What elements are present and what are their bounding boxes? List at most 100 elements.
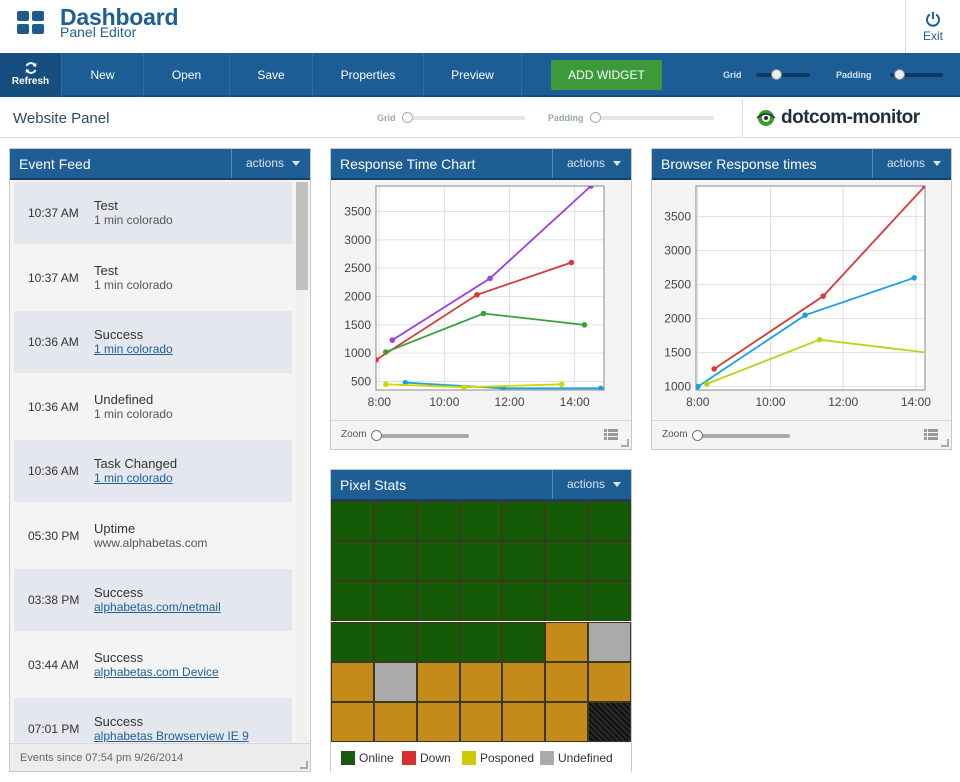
event-row[interactable]: 10:36 AM Success 1 min colorado bbox=[14, 311, 292, 373]
pixel-cell-online[interactable] bbox=[502, 541, 546, 582]
pixel-cell-online[interactable] bbox=[331, 581, 374, 622]
event-detail[interactable]: 1 min colorado bbox=[94, 342, 173, 356]
pixel-cell-amber[interactable] bbox=[331, 701, 374, 742]
pixel-cell-amber[interactable] bbox=[459, 661, 503, 702]
pixel-cell-amber[interactable] bbox=[459, 701, 503, 742]
properties-button[interactable]: Properties bbox=[312, 53, 423, 97]
toolbar-grid-slider[interactable] bbox=[756, 69, 810, 80]
resize-handle-icon[interactable] bbox=[621, 439, 629, 447]
event-feed-footer-text: Events since 07:54 pm 9/26/2014 bbox=[20, 752, 184, 764]
zoom-slider[interactable] bbox=[692, 430, 790, 441]
table-list-icon[interactable] bbox=[604, 429, 618, 440]
toolbar-padding-slider-knob[interactable] bbox=[894, 69, 905, 80]
table-list-icon[interactable] bbox=[924, 429, 938, 440]
event-row[interactable]: 05:30 PM Uptime www.alphabetas.com bbox=[14, 505, 292, 567]
panel-grid-slider-knob[interactable] bbox=[402, 112, 413, 123]
pixel-cell-online[interactable] bbox=[373, 621, 417, 662]
zoom-slider-knob[interactable] bbox=[692, 430, 703, 441]
pixel-cell-online[interactable] bbox=[502, 581, 546, 622]
pixel-cell-dark[interactable] bbox=[588, 701, 631, 742]
pixel-cell-online[interactable] bbox=[502, 621, 546, 662]
pixel-cell-amber[interactable] bbox=[545, 661, 589, 702]
actions-label: actions bbox=[566, 477, 605, 491]
event-detail[interactable]: alphabetas.com Device bbox=[94, 664, 219, 679]
resize-handle-icon[interactable] bbox=[941, 439, 949, 447]
resize-handle-icon[interactable] bbox=[300, 761, 308, 769]
pixel-cell-online[interactable] bbox=[545, 581, 589, 622]
pixel-cell-online[interactable] bbox=[545, 541, 589, 582]
pixel-cell-online[interactable] bbox=[459, 501, 503, 542]
pixel-cell-online[interactable] bbox=[416, 621, 460, 662]
event-row[interactable]: 10:36 AM Task Changed 1 min colorado bbox=[14, 440, 292, 502]
event-row[interactable]: 10:37 AM Test 1 min colorado bbox=[14, 182, 292, 244]
event-row[interactable]: 03:44 AM Success alphabetas.com Device bbox=[14, 634, 292, 696]
y-tick-label: 1500 bbox=[664, 346, 691, 360]
pixel-cell-amber[interactable] bbox=[545, 701, 589, 742]
pixel-cell-online[interactable] bbox=[588, 501, 631, 542]
event-feed-scrollbar[interactable] bbox=[296, 182, 308, 742]
legend-label: Undefined bbox=[558, 751, 613, 765]
event-detail[interactable]: alphabetas Browserview IE 9 bbox=[94, 729, 249, 742]
pixel-cell-online[interactable] bbox=[459, 581, 503, 622]
add-widget-button[interactable]: ADD WIDGET bbox=[551, 60, 662, 90]
pixel-cell-online[interactable] bbox=[331, 541, 374, 582]
zoom-slider-knob[interactable] bbox=[371, 430, 382, 441]
pixel-cell-amber[interactable] bbox=[416, 701, 460, 742]
pixel-stats-actions-dropdown[interactable]: actions bbox=[551, 470, 631, 499]
pixel-cell-amber[interactable] bbox=[416, 661, 460, 702]
event-row[interactable]: 07:01 PM Success alphabetas Browserview IE… bbox=[14, 698, 292, 742]
data-point-purple bbox=[588, 186, 594, 189]
pixel-cell-amber[interactable] bbox=[373, 701, 417, 742]
pixel-cell-online[interactable] bbox=[588, 541, 631, 582]
pixel-cell-online[interactable] bbox=[331, 621, 374, 662]
panel-grid-slider[interactable] bbox=[402, 112, 525, 123]
pixel-cell-undefined[interactable] bbox=[588, 621, 631, 662]
exit-button[interactable]: Exit bbox=[905, 0, 960, 53]
pixel-cell-online[interactable] bbox=[416, 501, 460, 542]
refresh-button[interactable]: Refresh bbox=[0, 53, 61, 97]
toolbar-grid-slider-knob[interactable] bbox=[771, 69, 782, 80]
preview-button[interactable]: Preview bbox=[423, 53, 522, 97]
legend-swatch bbox=[540, 751, 554, 765]
pixel-cell-amber[interactable] bbox=[502, 661, 546, 702]
pixel-cell-online[interactable] bbox=[416, 581, 460, 622]
pixel-cell-online[interactable] bbox=[459, 541, 503, 582]
event-row[interactable]: 10:36 AM Undefined 1 min colorado bbox=[14, 376, 292, 438]
pixel-cell-amber[interactable] bbox=[502, 701, 546, 742]
pixel-cell-online[interactable] bbox=[416, 541, 460, 582]
browser-response-actions-dropdown[interactable]: actions bbox=[871, 149, 951, 178]
pixel-cell-undefined[interactable] bbox=[373, 661, 417, 702]
x-tick-label: 10:00 bbox=[429, 395, 459, 409]
panel-padding-slider[interactable] bbox=[590, 112, 714, 123]
event-detail[interactable]: 1 min colorado bbox=[94, 471, 173, 485]
pixel-cell-online[interactable] bbox=[373, 501, 417, 542]
event-status: Success bbox=[94, 327, 144, 342]
data-point-yellow bbox=[382, 381, 389, 388]
panel-padding-slider-knob[interactable] bbox=[590, 112, 601, 123]
pixel-cell-amber[interactable] bbox=[588, 661, 631, 702]
new-button[interactable]: New bbox=[61, 53, 143, 97]
save-button[interactable]: Save bbox=[229, 53, 312, 97]
event-feed-actions-dropdown[interactable]: actions bbox=[230, 149, 310, 178]
pixel-cell-online[interactable] bbox=[502, 501, 546, 542]
pixel-cell-online[interactable] bbox=[373, 541, 417, 582]
pixel-cell-online[interactable] bbox=[545, 501, 589, 542]
pixel-cell-amber[interactable] bbox=[331, 661, 374, 702]
scrollbar-thumb[interactable] bbox=[296, 182, 308, 290]
pixel-cell-online[interactable] bbox=[331, 501, 374, 542]
pixel-cell-online[interactable] bbox=[373, 581, 417, 622]
pixel-cell-online[interactable] bbox=[459, 621, 503, 662]
zoom-slider[interactable] bbox=[371, 430, 469, 441]
event-time: 05:30 PM bbox=[28, 528, 80, 543]
data-point-blue bbox=[911, 275, 917, 281]
pixel-cell-amber[interactable] bbox=[545, 621, 589, 662]
pixel-cell-online[interactable] bbox=[588, 581, 631, 622]
x-tick-label: 8:00 bbox=[686, 395, 710, 409]
toolbar-padding-slider[interactable] bbox=[890, 69, 943, 80]
event-detail[interactable]: alphabetas.com/netmail bbox=[94, 600, 221, 614]
response-time-actions-dropdown[interactable]: actions bbox=[551, 149, 631, 178]
open-button[interactable]: Open bbox=[143, 53, 229, 97]
event-row[interactable]: 10:37 AM Test 1 min colorado bbox=[14, 247, 292, 309]
browser-response-footer: Zoom bbox=[652, 420, 951, 449]
event-row[interactable]: 03:38 PM Success alphabetas.com/netmail bbox=[14, 569, 292, 631]
